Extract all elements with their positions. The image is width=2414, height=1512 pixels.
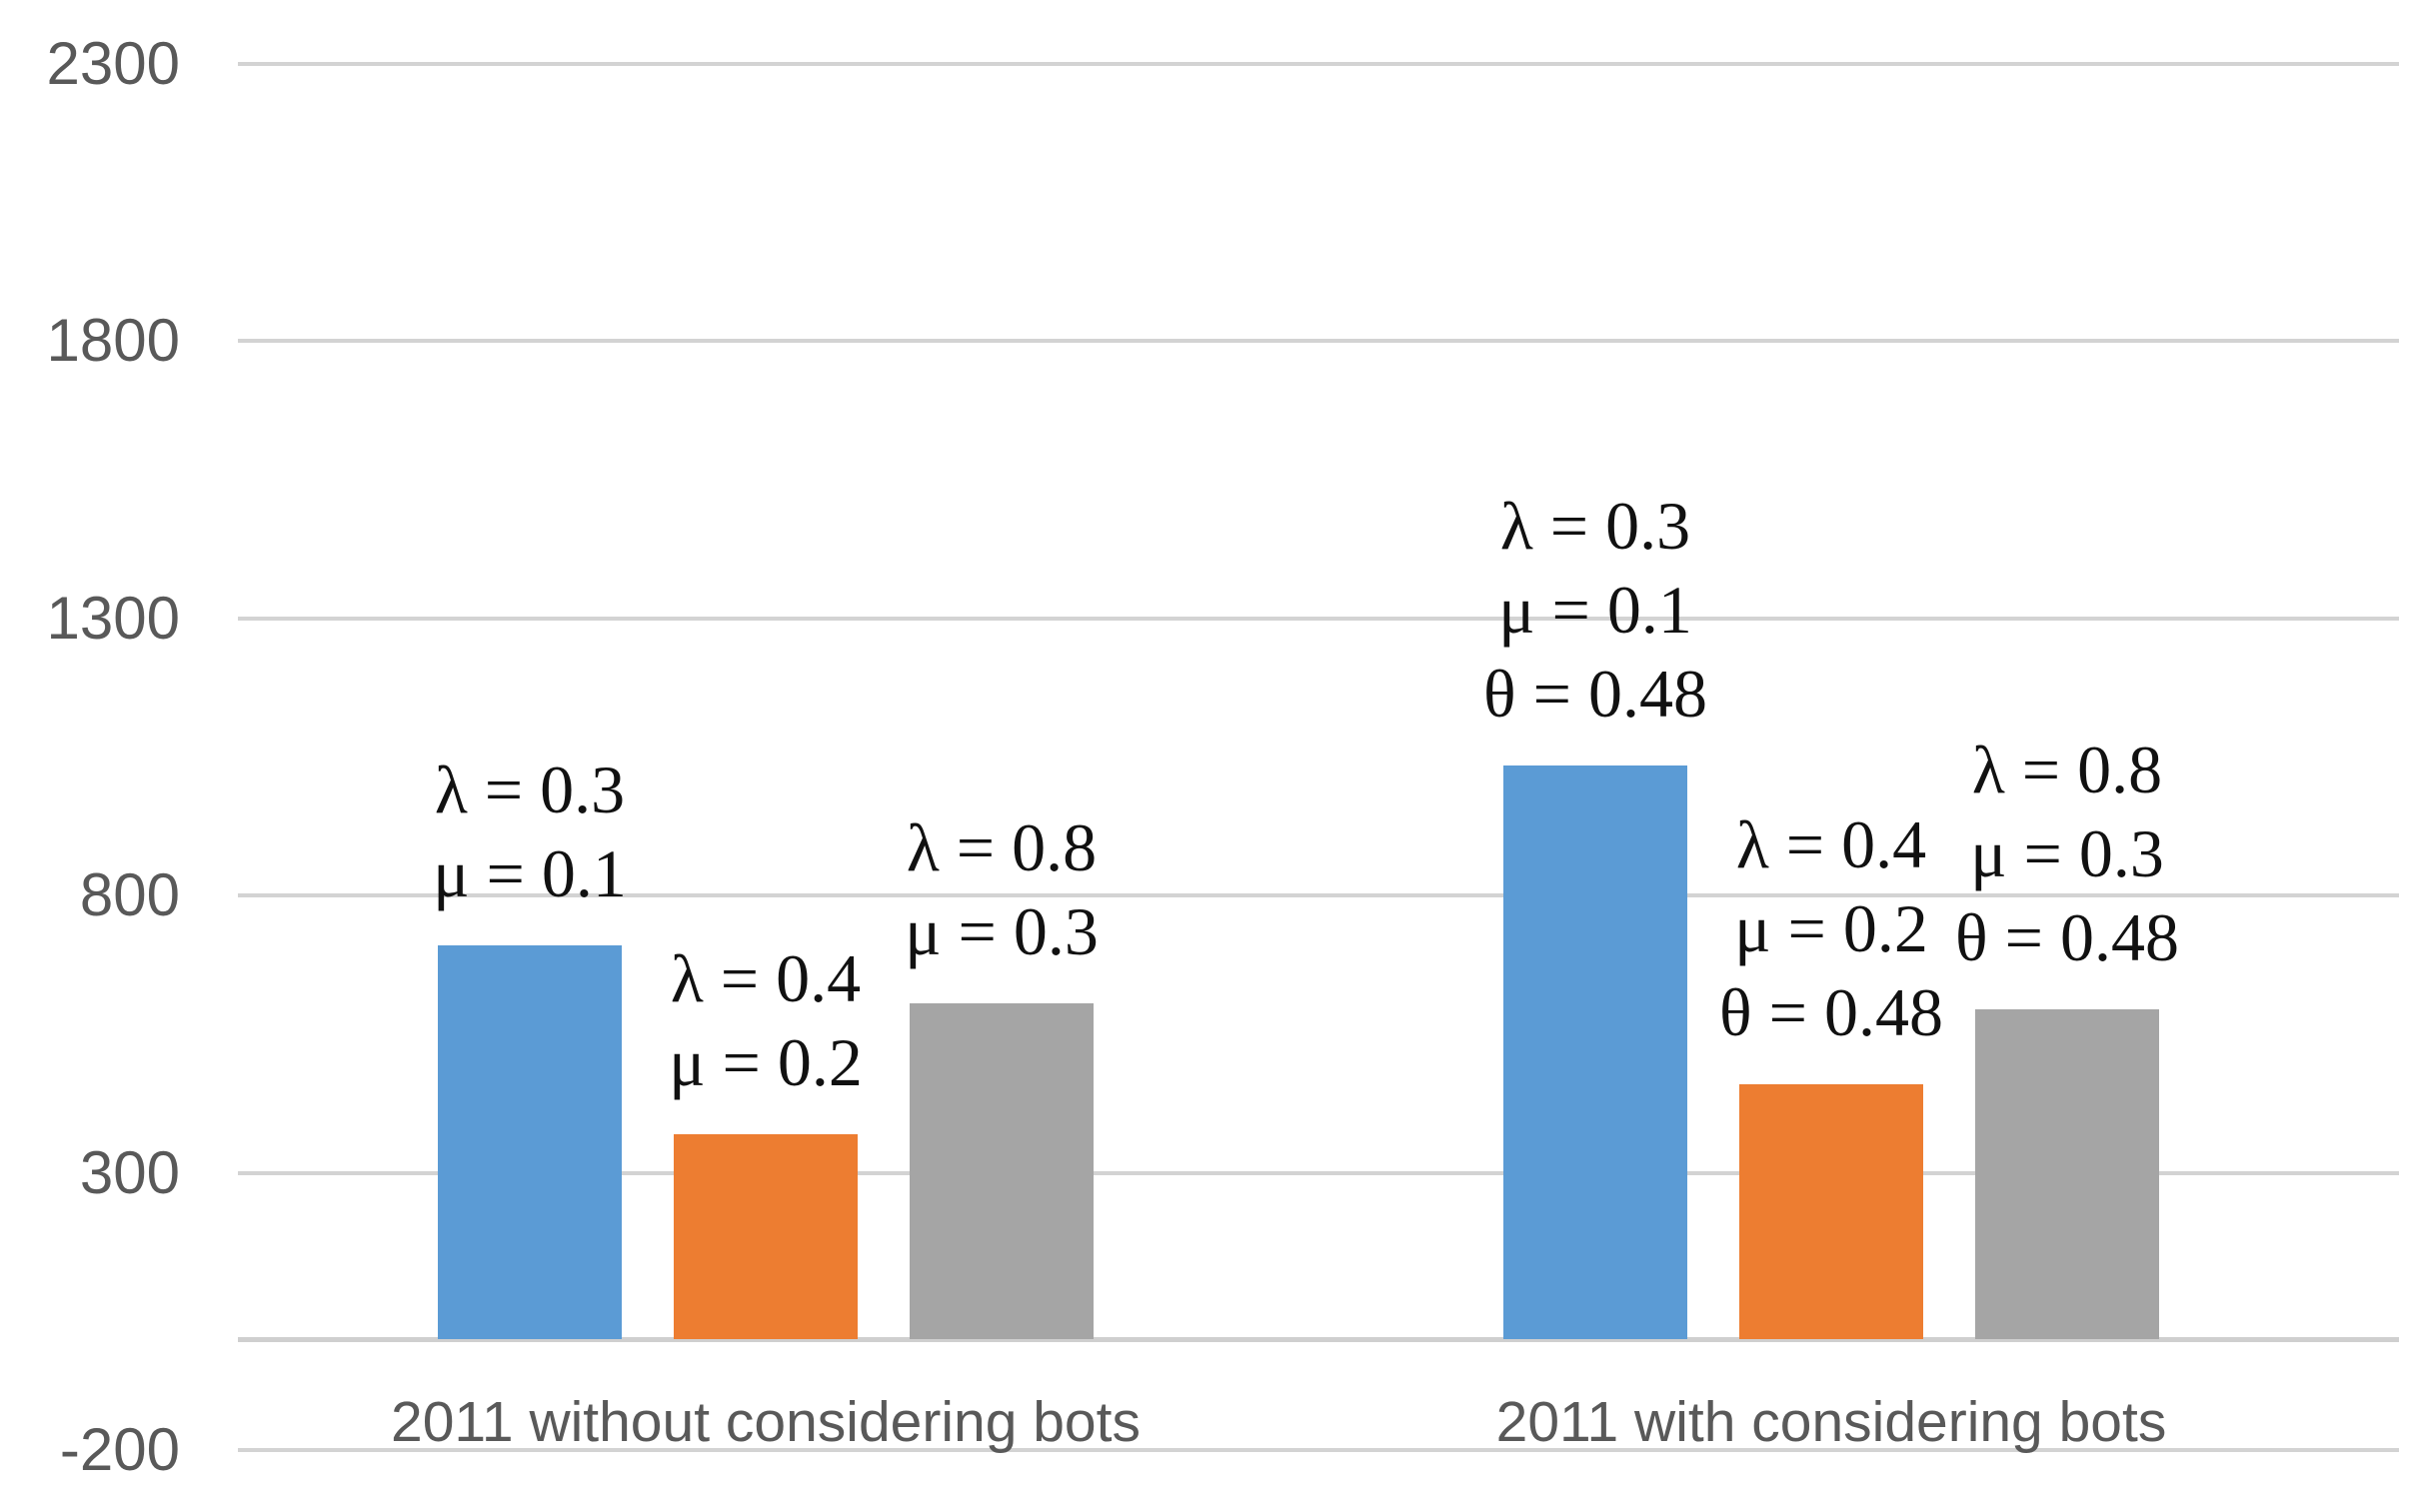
bar-series-gray-group1	[910, 1003, 1094, 1339]
annotation-line: μ = 0.1	[1498, 571, 1692, 648]
gridline-800	[238, 893, 2399, 897]
y-axis-tick-label: 1800	[46, 307, 180, 374]
annotation-line: λ = 0.8	[906, 809, 1098, 886]
bar-annotation: λ = 0.4 μ = 0.2 θ = 0.48	[1431, 802, 2231, 1054]
annotation-line: λ = 0.8	[1971, 731, 2163, 807]
x-axis-line	[238, 1337, 2399, 1342]
bar-series-gray-group2	[1975, 1008, 2159, 1339]
bar-annotation: λ = 0.8 μ = 0.3	[602, 805, 1401, 973]
annotation-line: λ = 0.4	[670, 939, 862, 1016]
bar-annotation: λ = 0.3 μ = 0.1	[130, 748, 930, 915]
bar-series-blue-group2	[1503, 764, 1687, 1339]
annotation-line: λ = 0.3	[1499, 487, 1691, 564]
annotation-line: μ = 0.1	[433, 834, 627, 911]
annotation-line: λ = 0.4	[1735, 805, 1927, 882]
bar-annotation: λ = 0.4 μ = 0.2	[366, 936, 1166, 1104]
category-label: 2011 without considering bots	[391, 1390, 1141, 1454]
gridline-1300	[238, 616, 2399, 621]
bar-series-orange-group2	[1739, 1083, 1923, 1339]
y-axis-tick-label: 2300	[46, 29, 180, 97]
y-axis-tick-label: 300	[79, 1138, 180, 1206]
annotation-line: μ = 0.3	[1970, 814, 2164, 891]
annotation-line: θ = 0.48	[1719, 973, 1943, 1050]
y-axis-tick-label: -200	[59, 1416, 180, 1483]
gridline-2300	[238, 61, 2399, 66]
gridline-300	[238, 1170, 2399, 1175]
annotation-line: μ = 0.2	[669, 1023, 863, 1100]
annotation-line: μ = 0.2	[1734, 889, 1928, 966]
gridline--200	[238, 1448, 2399, 1452]
annotation-line: λ = 0.3	[434, 751, 626, 827]
category-label: 2011 with considering bots	[1495, 1390, 2167, 1454]
bar-series-orange-group1	[674, 1133, 858, 1339]
annotation-line: θ = 0.48	[1483, 655, 1707, 732]
y-axis-tick-label: 1300	[46, 584, 180, 652]
annotation-line: θ = 0.48	[1955, 898, 2179, 975]
bar-annotation: λ = 0.3 μ = 0.1 θ = 0.48	[1196, 484, 1995, 736]
bar-annotation: λ = 0.8 μ = 0.3 θ = 0.48	[1667, 728, 2414, 979]
gridline-1800	[238, 339, 2399, 343]
annotation-line: μ = 0.3	[905, 893, 1099, 970]
y-axis-tick-label: 800	[79, 861, 180, 928]
bar-series-blue-group1	[438, 944, 622, 1339]
